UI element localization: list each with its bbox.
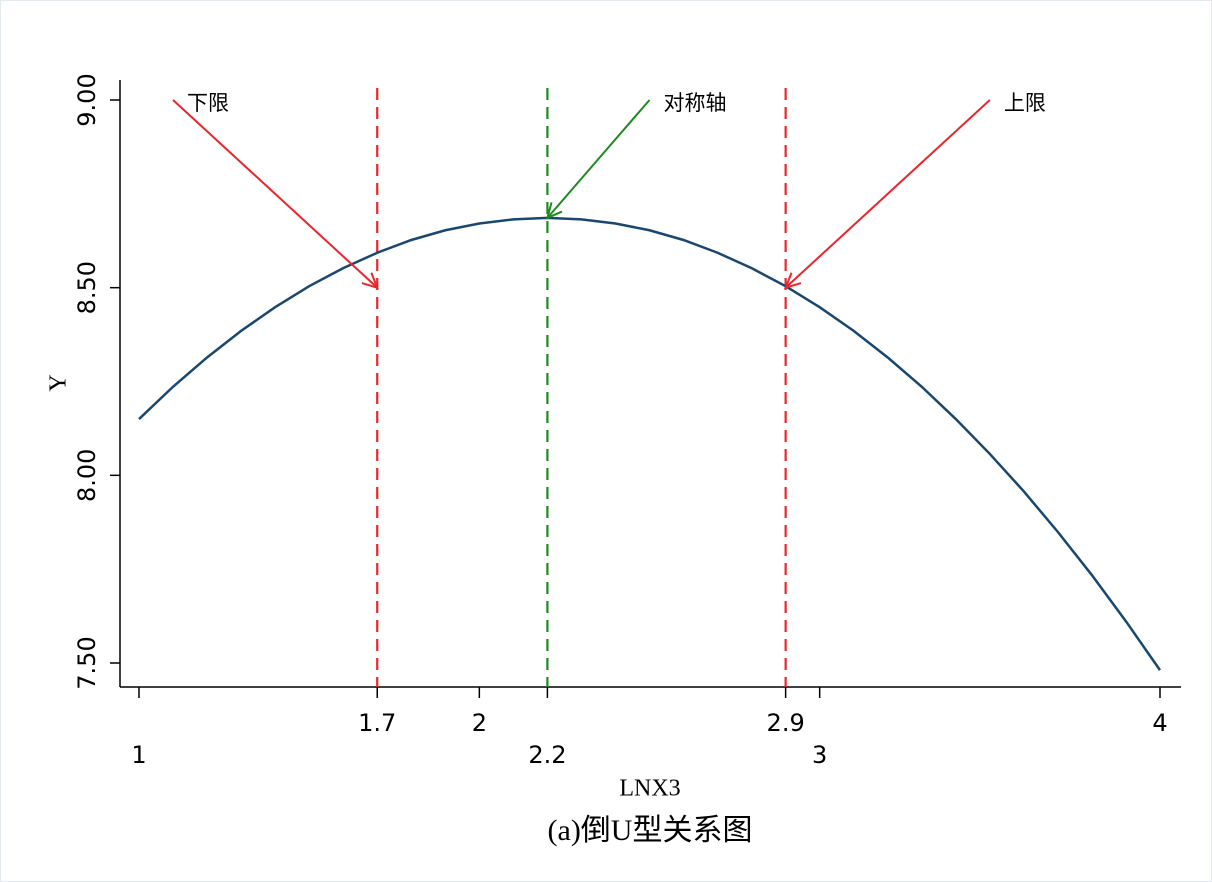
annotation-arrow [784, 99, 991, 289]
annotation-arrow [546, 99, 651, 219]
y-tick-label: 7.50 [73, 636, 101, 689]
y-tick-label: 8.50 [73, 261, 101, 314]
x-tick-label: 2 [472, 709, 487, 737]
x-tick-label: 1.7 [358, 709, 396, 737]
arrow-head [783, 272, 802, 290]
x-axis-label: LNX3 [619, 776, 680, 802]
arrow-head [545, 202, 563, 220]
x-tick-label: 2.9 [767, 709, 805, 737]
caption: (a)倒U型关系图 [548, 814, 753, 847]
annotation-label: 下限 [187, 91, 229, 115]
annotation-label: 上限 [1004, 91, 1046, 115]
x-tick-label: 2.2 [528, 741, 566, 769]
annotation-arrow [172, 99, 378, 289]
y-axis-label: Y [46, 374, 72, 391]
x-tick-label: 1 [131, 741, 146, 769]
x-tick-label: 4 [1152, 709, 1167, 737]
y-tick-label: 9.00 [73, 73, 101, 126]
y-tick-label: 8.00 [73, 449, 101, 502]
x-tick-label: 3 [812, 741, 827, 769]
line-series [138, 216, 1162, 671]
arrow-head [361, 272, 379, 290]
annotation-label: 对称轴 [664, 91, 727, 115]
